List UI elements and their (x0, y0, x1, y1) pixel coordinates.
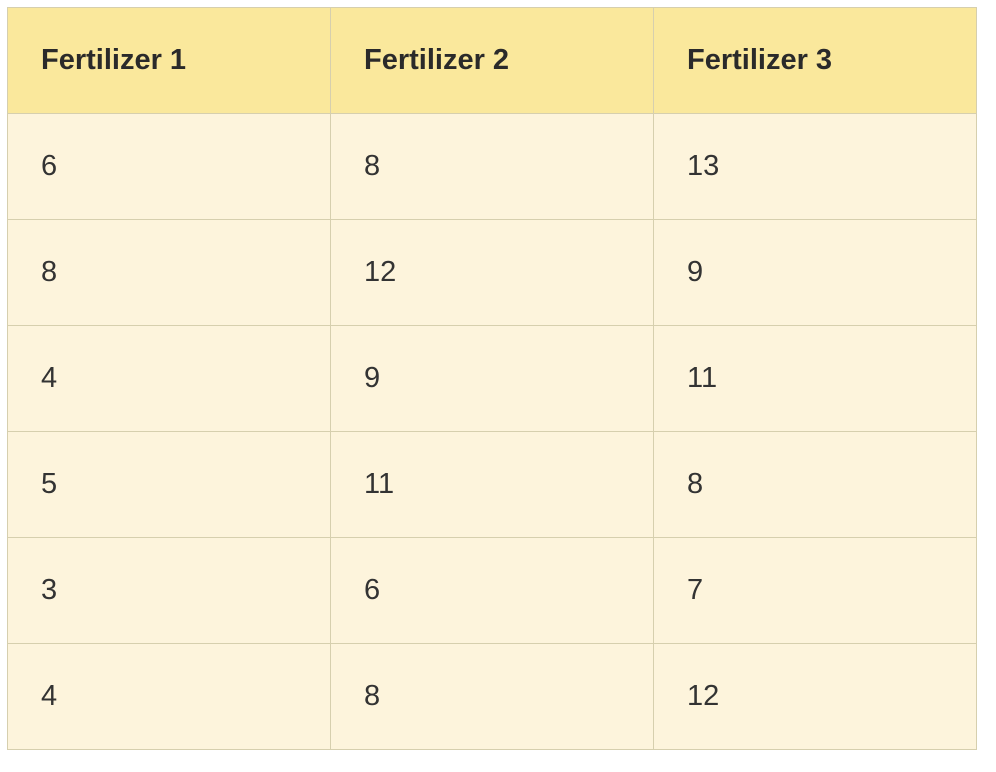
table-cell: 9 (330, 325, 654, 432)
column-header-fertilizer-1: Fertilizer 1 (7, 7, 331, 114)
table-cell: 4 (7, 643, 331, 750)
table-cell: 8 (330, 643, 654, 750)
table-cell: 8 (330, 113, 654, 220)
table-row: 4 8 12 (7, 643, 977, 750)
table-cell: 11 (653, 325, 977, 432)
table-cell: 12 (330, 219, 654, 326)
table-cell: 4 (7, 325, 331, 432)
table-cell: 8 (653, 431, 977, 538)
table-cell: 13 (653, 113, 977, 220)
table-cell: 3 (7, 537, 331, 644)
column-header-fertilizer-3: Fertilizer 3 (653, 7, 977, 114)
table-body: 6 8 13 8 12 9 4 9 11 5 11 8 3 6 7 4 8 12 (7, 113, 977, 750)
table-cell: 9 (653, 219, 977, 326)
table-cell: 6 (7, 113, 331, 220)
table-row: 6 8 13 (7, 113, 977, 220)
table-row: 3 6 7 (7, 537, 977, 644)
table-header: Fertilizer 1 Fertilizer 2 Fertilizer 3 (7, 7, 977, 114)
table-cell: 12 (653, 643, 977, 750)
table-row: 8 12 9 (7, 219, 977, 326)
table-cell: 6 (330, 537, 654, 644)
table-cell: 11 (330, 431, 654, 538)
table-row: 5 11 8 (7, 431, 977, 538)
table-cell: 7 (653, 537, 977, 644)
column-header-fertilizer-2: Fertilizer 2 (330, 7, 654, 114)
fertilizer-table: Fertilizer 1 Fertilizer 2 Fertilizer 3 6… (7, 7, 977, 750)
table-row: 4 9 11 (7, 325, 977, 432)
table-cell: 8 (7, 219, 331, 326)
table-cell: 5 (7, 431, 331, 538)
header-row: Fertilizer 1 Fertilizer 2 Fertilizer 3 (7, 7, 977, 114)
